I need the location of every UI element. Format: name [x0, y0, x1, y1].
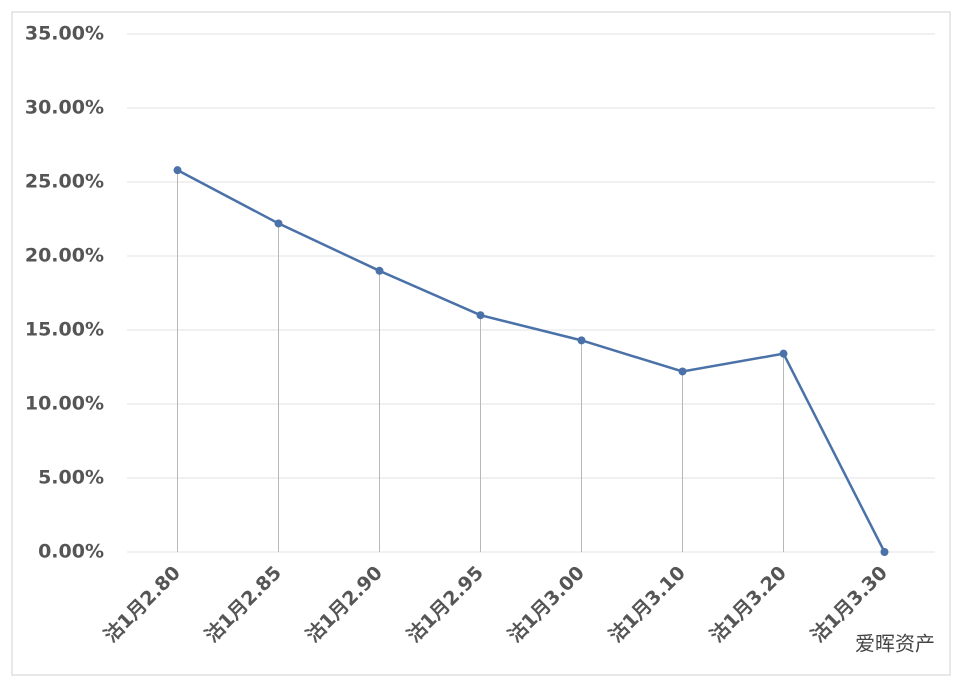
data-point — [274, 219, 283, 228]
y-tick-label: 15.00% — [25, 319, 104, 341]
y-tick-label: 20.00% — [25, 245, 104, 267]
watermark: 爱晖资产 — [855, 632, 935, 656]
data-point — [476, 311, 485, 320]
y-tick-label: 5.00% — [38, 467, 104, 489]
data-point — [880, 548, 889, 556]
y-tick-label: 25.00% — [25, 171, 104, 193]
y-tick-label: 0.00% — [38, 541, 104, 563]
y-tick-label: 35.00% — [25, 23, 104, 45]
y-tick-label: 30.00% — [25, 97, 104, 119]
data-line — [176, 169, 886, 553]
data-point — [779, 349, 788, 358]
data-point — [678, 367, 687, 376]
data-point — [577, 336, 586, 345]
data-point — [173, 166, 182, 175]
y-tick-label: 10.00% — [25, 393, 104, 415]
data-point — [375, 266, 384, 275]
